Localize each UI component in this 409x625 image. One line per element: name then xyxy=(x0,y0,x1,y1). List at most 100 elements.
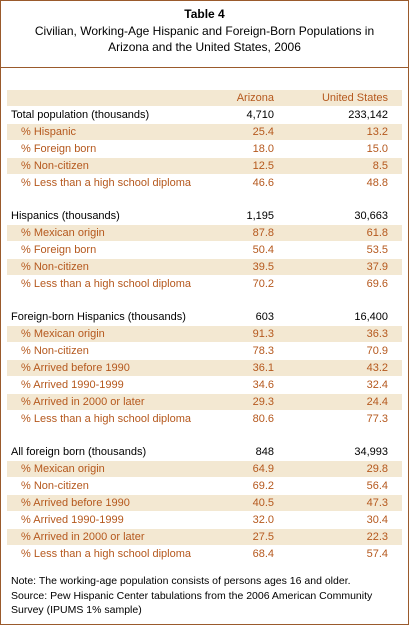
row-label: % Mexican origin xyxy=(21,328,105,340)
data-row: % Foreign born 50.4 53.5 xyxy=(7,241,402,258)
data-row: % Mexican origin 64.9 29.8 xyxy=(7,460,402,477)
cell: 848 xyxy=(255,446,274,458)
row-label: % Foreign born xyxy=(21,143,97,155)
cell: 70.9 xyxy=(366,345,388,357)
column-header: United States xyxy=(321,92,388,104)
cell: 18.0 xyxy=(252,143,274,155)
header-row: Arizona United States xyxy=(7,89,402,106)
row-label: % Non-citizen xyxy=(21,345,89,357)
row-label: % Less than a high school diploma xyxy=(21,413,191,425)
data-row: % Foreign born 18.0 15.0 xyxy=(7,140,402,157)
cell: 30.4 xyxy=(366,514,388,526)
cell: 32.4 xyxy=(366,379,388,391)
row-label: % Less than a high school diploma xyxy=(21,177,191,189)
row-label: Total population (thousands) xyxy=(11,109,150,121)
cell: 603 xyxy=(255,311,274,323)
row-label: Foreign-born Hispanics (thousands) xyxy=(11,311,186,323)
cell: 36.3 xyxy=(366,328,388,340)
row-label: % Arrived before 1990 xyxy=(21,362,130,374)
row-label: % Mexican origin xyxy=(21,463,105,475)
data-row: % Less than a high school diploma 46.6 48.… xyxy=(7,174,402,191)
data-row: % Non-citizen 39.5 37.9 xyxy=(7,258,402,275)
row-label: % Arrived 1990-1999 xyxy=(21,514,124,526)
cell: 37.9 xyxy=(366,261,388,273)
data-row: % Arrived in 2000 or later 27.5 22.3 xyxy=(7,528,402,545)
cell: 13.2 xyxy=(366,126,388,138)
cell: 43.2 xyxy=(366,362,388,374)
cell: 50.4 xyxy=(252,244,274,256)
subtitle: Civilian, Working-Age Hispanic and Forei… xyxy=(34,24,375,54)
cell: 77.3 xyxy=(366,413,388,425)
cell: 30,663 xyxy=(354,210,388,222)
title: Table 4 xyxy=(184,7,225,21)
cell: 53.5 xyxy=(366,244,388,256)
data-row: % Mexican origin 87.8 61.8 xyxy=(7,224,402,241)
cell: 36.1 xyxy=(252,362,274,374)
row-label: % Mexican origin xyxy=(21,227,105,239)
cell: 15.0 xyxy=(366,143,388,155)
cell: 56.4 xyxy=(366,480,388,492)
row-label: % Arrived before 1990 xyxy=(21,497,130,509)
cell: 64.9 xyxy=(252,463,274,475)
cell: 46.6 xyxy=(252,177,274,189)
data-row: % Non-citizen 78.3 70.9 xyxy=(7,342,402,359)
note: Note: The working-age population consist… xyxy=(11,575,351,587)
cell: 57.4 xyxy=(366,548,388,560)
cell: 1,195 xyxy=(246,210,274,222)
cell: 24.4 xyxy=(366,396,388,408)
data-row: % Mexican origin 91.3 36.3 xyxy=(7,325,402,342)
cell: 39.5 xyxy=(252,261,274,273)
cell: 32.0 xyxy=(252,514,274,526)
cell: 69.2 xyxy=(252,480,274,492)
row-label: % Non-citizen xyxy=(21,261,89,273)
cell: 16,400 xyxy=(354,311,388,323)
cell: 29.3 xyxy=(252,396,274,408)
column-header: Arizona xyxy=(236,92,274,104)
row-label: % Less than a high school diploma xyxy=(21,278,191,290)
footer: Note: The working-age population consist… xyxy=(11,574,401,618)
data-row: % Arrived in 2000 or later 29.3 24.4 xyxy=(7,393,402,410)
cell: 22.3 xyxy=(366,531,388,543)
data-row: % Arrived before 1990 40.5 47.3 xyxy=(7,494,402,511)
row-label: % Non-citizen xyxy=(21,160,89,172)
group-row: Total population (thousands) 4,710 233,142 xyxy=(7,106,402,123)
data-row: % Less than a high school diploma 70.2 69.… xyxy=(7,275,402,292)
data-row: % Arrived 1990-1999 34.6 32.4 xyxy=(7,376,402,393)
row-label: % Hispanic xyxy=(21,126,77,138)
cell: 233,142 xyxy=(348,109,388,121)
cell: 91.3 xyxy=(252,328,274,340)
row-label: % Arrived 1990-1999 xyxy=(21,379,124,391)
group-row: Foreign-born Hispanics (thousands) 603 16,… xyxy=(7,308,402,325)
row-label: % Less than a high school diploma xyxy=(21,548,191,560)
group-row: Hispanics (thousands) 1,195 30,663 xyxy=(7,207,402,224)
source: Source: Pew Hispanic Center tabulations … xyxy=(11,589,373,617)
group-row: All foreign born (thousands) 848 34,993 xyxy=(7,443,402,460)
cell: 8.5 xyxy=(372,160,388,172)
divider xyxy=(1,67,408,68)
cell: 80.6 xyxy=(252,413,274,425)
row-label: Hispanics (thousands) xyxy=(11,210,120,222)
data-row: % Arrived 1990-1999 32.0 30.4 xyxy=(7,511,402,528)
cell: 68.4 xyxy=(252,548,274,560)
cell: 25.4 xyxy=(252,126,274,138)
cell: 87.8 xyxy=(252,227,274,239)
row-label: % Non-citizen xyxy=(21,480,89,492)
data-row: % Less than a high school diploma 68.4 57.… xyxy=(7,545,402,562)
cell: 40.5 xyxy=(252,497,274,509)
row-label: All foreign born (thousands) xyxy=(11,446,147,458)
cell: 61.8 xyxy=(366,227,388,239)
cell: 48.8 xyxy=(366,177,388,189)
cell: 47.3 xyxy=(366,497,388,509)
data-row: % Hispanic 25.4 13.2 xyxy=(7,123,402,140)
data-row: % Non-citizen 12.5 8.5 xyxy=(7,157,402,174)
cell: 69.6 xyxy=(366,278,388,290)
row-label: % Arrived in 2000 or later xyxy=(21,396,145,408)
cell: 34,993 xyxy=(354,446,388,458)
cell: 29.8 xyxy=(366,463,388,475)
row-label: % Foreign born xyxy=(21,244,97,256)
cell: 4,710 xyxy=(246,109,274,121)
cell: 70.2 xyxy=(252,278,274,290)
data-row: % Less than a high school diploma 80.6 77.… xyxy=(7,410,402,427)
cell: 78.3 xyxy=(252,345,274,357)
